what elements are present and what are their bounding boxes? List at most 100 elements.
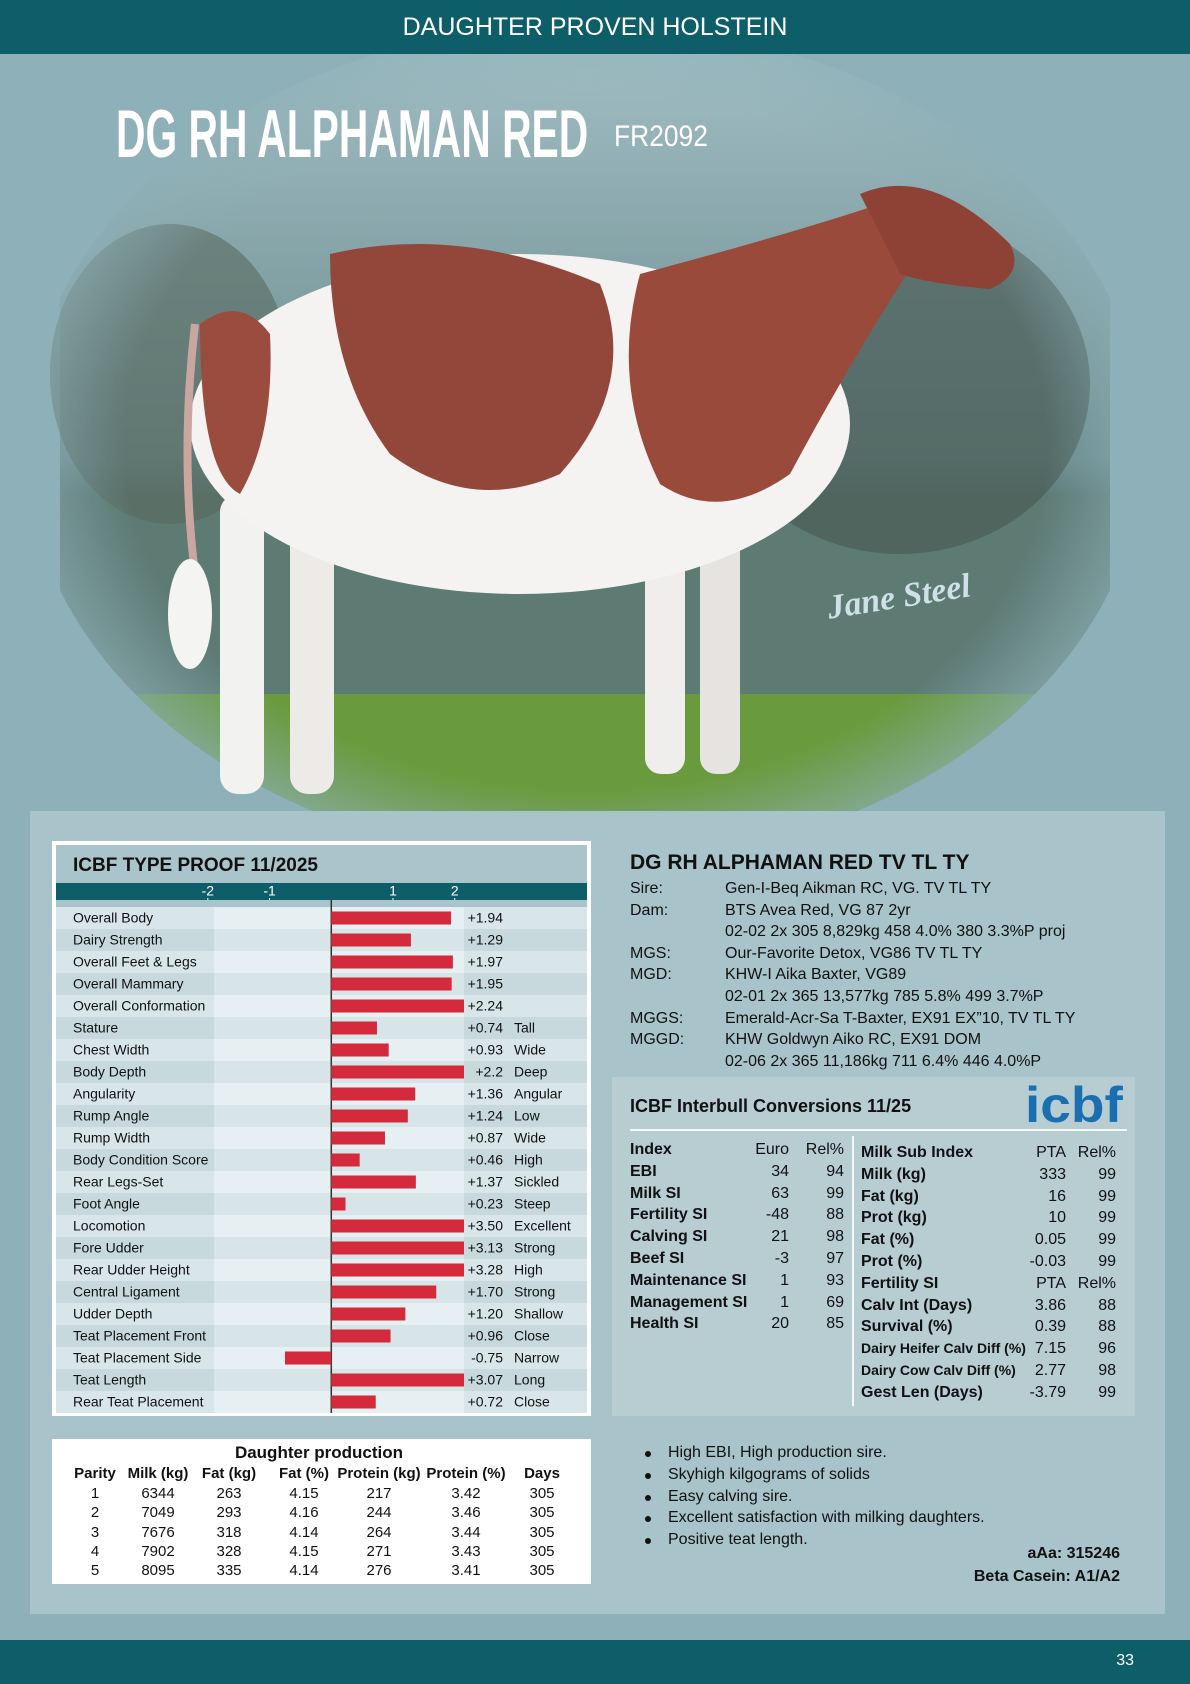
- value-label: +1.95: [468, 976, 504, 992]
- fertility-cell: 98: [1098, 1362, 1116, 1379]
- production-cell: 6344: [141, 1485, 175, 1502]
- descriptor: Tall: [514, 1020, 535, 1036]
- trait-label: Body Depth: [73, 1064, 146, 1080]
- bar: [331, 1241, 464, 1255]
- bar: [331, 1373, 464, 1387]
- fertility-cell: 96: [1098, 1340, 1116, 1358]
- x-tick-label: -2: [202, 883, 215, 899]
- pedigree-value: Our-Favorite Detox, VG86 TV TL TY: [725, 944, 983, 962]
- trait-label: Overall Body: [73, 910, 153, 926]
- trait-label: Fore Udder: [73, 1240, 144, 1256]
- fertility-cell: Dairy Cow Calv Diff (%): [861, 1362, 1016, 1378]
- index-cell: 63: [771, 1184, 789, 1202]
- bar: [331, 1307, 406, 1321]
- index-cell: 34: [771, 1162, 789, 1180]
- trait-label: Overall Mammary: [73, 976, 183, 992]
- type-proof-chart: ICBF TYPE PROOF 11/2025 -2 -1 1 2 Overall Bod…: [52, 841, 591, 1416]
- trait-label: Dairy Strength: [73, 932, 162, 948]
- value-label: +1.70: [468, 1284, 504, 1300]
- pedigree-label: Dam:: [630, 901, 669, 919]
- milk-cell: 99: [1098, 1165, 1116, 1183]
- milk-cell: -0.03: [1029, 1253, 1066, 1270]
- x-tick-label: 2: [451, 883, 459, 899]
- milk-cell: 99: [1098, 1253, 1116, 1270]
- photo: [50, 54, 1110, 864]
- bar: [331, 1395, 376, 1409]
- production-cell: 4.16: [289, 1504, 319, 1522]
- production-cell: 5: [90, 1562, 100, 1580]
- production-cell: 4.15: [289, 1542, 319, 1560]
- descriptor: Close: [514, 1394, 550, 1410]
- pedigree-value: 02-06 2x 365 11,186kg 711 6.4% 446 4.0%P: [725, 1052, 1042, 1070]
- value-label: +1.37: [468, 1174, 504, 1190]
- bar: [331, 933, 411, 947]
- value-label: +0.93: [468, 1042, 504, 1058]
- value-label: +0.23: [468, 1196, 504, 1212]
- milk-cell: 99: [1098, 1231, 1116, 1249]
- fertility-cell: Gest Len (Days): [861, 1383, 983, 1401]
- descriptor: Strong: [514, 1284, 555, 1300]
- production-cell: 271: [366, 1542, 392, 1560]
- bullet-text: Easy calving sire.: [668, 1487, 793, 1505]
- production-cell: 4: [90, 1542, 100, 1560]
- fertility-cell: 7.15: [1034, 1340, 1066, 1358]
- fertility-header: PTA: [1036, 1274, 1066, 1292]
- production-cell: 3: [90, 1523, 100, 1541]
- descriptor: Close: [514, 1328, 550, 1344]
- pedigree-value: Emerald-Acr-Sa T-Baxter, EX91 EX”10, TV …: [725, 1009, 1076, 1027]
- index-cell: EBI: [630, 1162, 657, 1180]
- production-cell: 305: [529, 1562, 555, 1580]
- fertility-cell: 88: [1098, 1318, 1116, 1336]
- bullet-text: Positive teat length.: [668, 1531, 808, 1549]
- milk-cell: 99: [1098, 1209, 1116, 1227]
- bar: [331, 1153, 360, 1167]
- milk-cell: Fat (kg): [861, 1187, 919, 1205]
- production-cell: 4.14: [289, 1523, 319, 1541]
- milk-cell: 99: [1098, 1187, 1116, 1205]
- production-cell: 3.41: [451, 1562, 481, 1580]
- index-cell: 93: [826, 1271, 844, 1289]
- index-cell: Fertility SI: [630, 1206, 708, 1224]
- production-cell: 244: [366, 1504, 392, 1522]
- value-label: +3.50: [468, 1218, 504, 1234]
- production-cell: 8095: [141, 1562, 175, 1580]
- index-cell: Calving SI: [630, 1228, 708, 1246]
- index-cell: Beef SI: [630, 1250, 685, 1267]
- pedigree-value: BTS Avea Red, VG 87 2yr: [725, 901, 911, 919]
- page-number: 33: [1116, 1652, 1134, 1669]
- header-bar: [0, 0, 1190, 54]
- descriptor: Wide: [514, 1130, 546, 1146]
- pedigree-name: DG RH ALPHAMAN RED TV TL TY: [630, 851, 970, 874]
- production-title: Daughter production: [234, 1443, 404, 1462]
- index-cell: Maintenance SI: [630, 1271, 747, 1289]
- production-cell: 264: [366, 1523, 392, 1541]
- bar: [331, 1131, 385, 1145]
- trait-label: Locomotion: [73, 1218, 145, 1234]
- bar: [331, 1109, 408, 1123]
- trait-label: Overall Conformation: [73, 998, 205, 1014]
- cow: [168, 185, 1015, 794]
- fertility-cell: Dairy Heifer Calv Diff (%): [861, 1340, 1026, 1357]
- value-label: +0.46: [468, 1152, 504, 1168]
- milk-header: Milk Sub Index: [861, 1144, 974, 1161]
- production-cell: 2: [90, 1504, 100, 1522]
- fertility-cell: Survival (%): [861, 1318, 953, 1336]
- descriptor: Sickled: [514, 1174, 559, 1190]
- icbf-logo: icbf: [1025, 1077, 1123, 1133]
- descriptor: High: [514, 1152, 543, 1168]
- production-header: Milk (kg): [127, 1465, 189, 1482]
- trait-label: Angularity: [73, 1086, 135, 1102]
- bullet-dot: [645, 1451, 651, 1457]
- axis-strip: [56, 883, 587, 900]
- footer-bar: [0, 1640, 1190, 1684]
- pedigree-value: KHW Goldwyn Aiko RC, EX91 DOM: [725, 1031, 982, 1049]
- production-cell: 4.14: [289, 1562, 319, 1580]
- trait-label: Foot Angle: [73, 1196, 140, 1212]
- index-cell: 20: [771, 1315, 789, 1333]
- bar: [331, 1219, 464, 1233]
- index-cell: Milk SI: [630, 1184, 681, 1202]
- milk-header: Rel%: [1077, 1144, 1116, 1161]
- trait-label: Body Condition Score: [73, 1152, 209, 1168]
- bar: [331, 999, 464, 1013]
- value-label: +1.20: [468, 1306, 504, 1322]
